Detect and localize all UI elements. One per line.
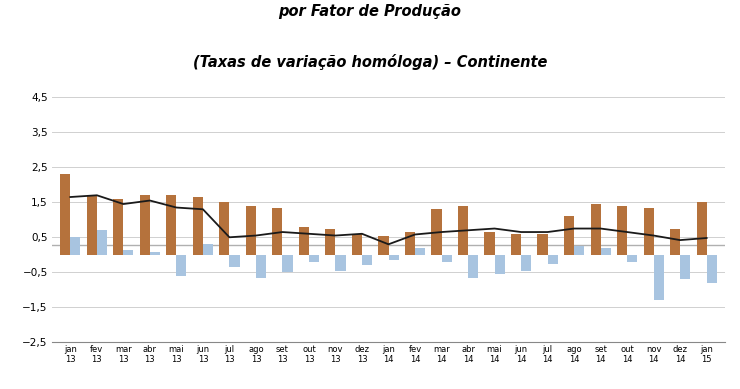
Text: (Taxas de variação homóloga) – Continente: (Taxas de variação homóloga) – Continent… [193, 54, 547, 70]
Bar [458, 206, 468, 255]
Bar [415, 248, 425, 255]
Bar [617, 206, 627, 255]
Bar [283, 255, 292, 272]
Bar [272, 208, 283, 255]
Bar [468, 255, 478, 278]
Bar [176, 255, 186, 276]
Bar [246, 206, 256, 255]
Bar [352, 234, 362, 255]
Bar [591, 204, 601, 255]
Bar [229, 255, 240, 267]
Bar [326, 229, 335, 255]
Bar [537, 234, 548, 255]
Bar [378, 236, 388, 255]
Bar [124, 250, 133, 255]
Bar [442, 255, 451, 263]
Bar [601, 249, 610, 255]
Bar [388, 255, 399, 260]
Bar [299, 227, 309, 255]
Bar [564, 216, 574, 255]
Bar [707, 255, 717, 283]
Bar [627, 255, 637, 263]
Bar [574, 246, 584, 255]
Bar [335, 255, 346, 271]
Bar [166, 195, 176, 255]
Bar [219, 202, 229, 255]
Bar [670, 229, 680, 255]
Bar [696, 202, 707, 255]
Bar [362, 255, 372, 265]
Bar [680, 255, 690, 279]
Bar [521, 255, 531, 271]
Bar [548, 255, 558, 264]
Bar [113, 199, 124, 255]
Bar [193, 197, 203, 255]
Bar [405, 232, 415, 255]
Bar [140, 195, 150, 255]
Bar [511, 234, 521, 255]
Bar [203, 244, 213, 255]
Bar [60, 174, 70, 255]
Bar [653, 255, 664, 300]
Bar [87, 195, 97, 255]
Bar [485, 232, 494, 255]
Bar [97, 230, 107, 255]
Bar [256, 255, 266, 278]
Bar [150, 252, 160, 255]
Text: por Fator de Produção: por Fator de Produção [278, 4, 462, 19]
Bar [309, 255, 319, 263]
Bar [431, 209, 442, 255]
Bar [644, 208, 653, 255]
Bar [70, 237, 81, 255]
Bar [494, 255, 505, 274]
